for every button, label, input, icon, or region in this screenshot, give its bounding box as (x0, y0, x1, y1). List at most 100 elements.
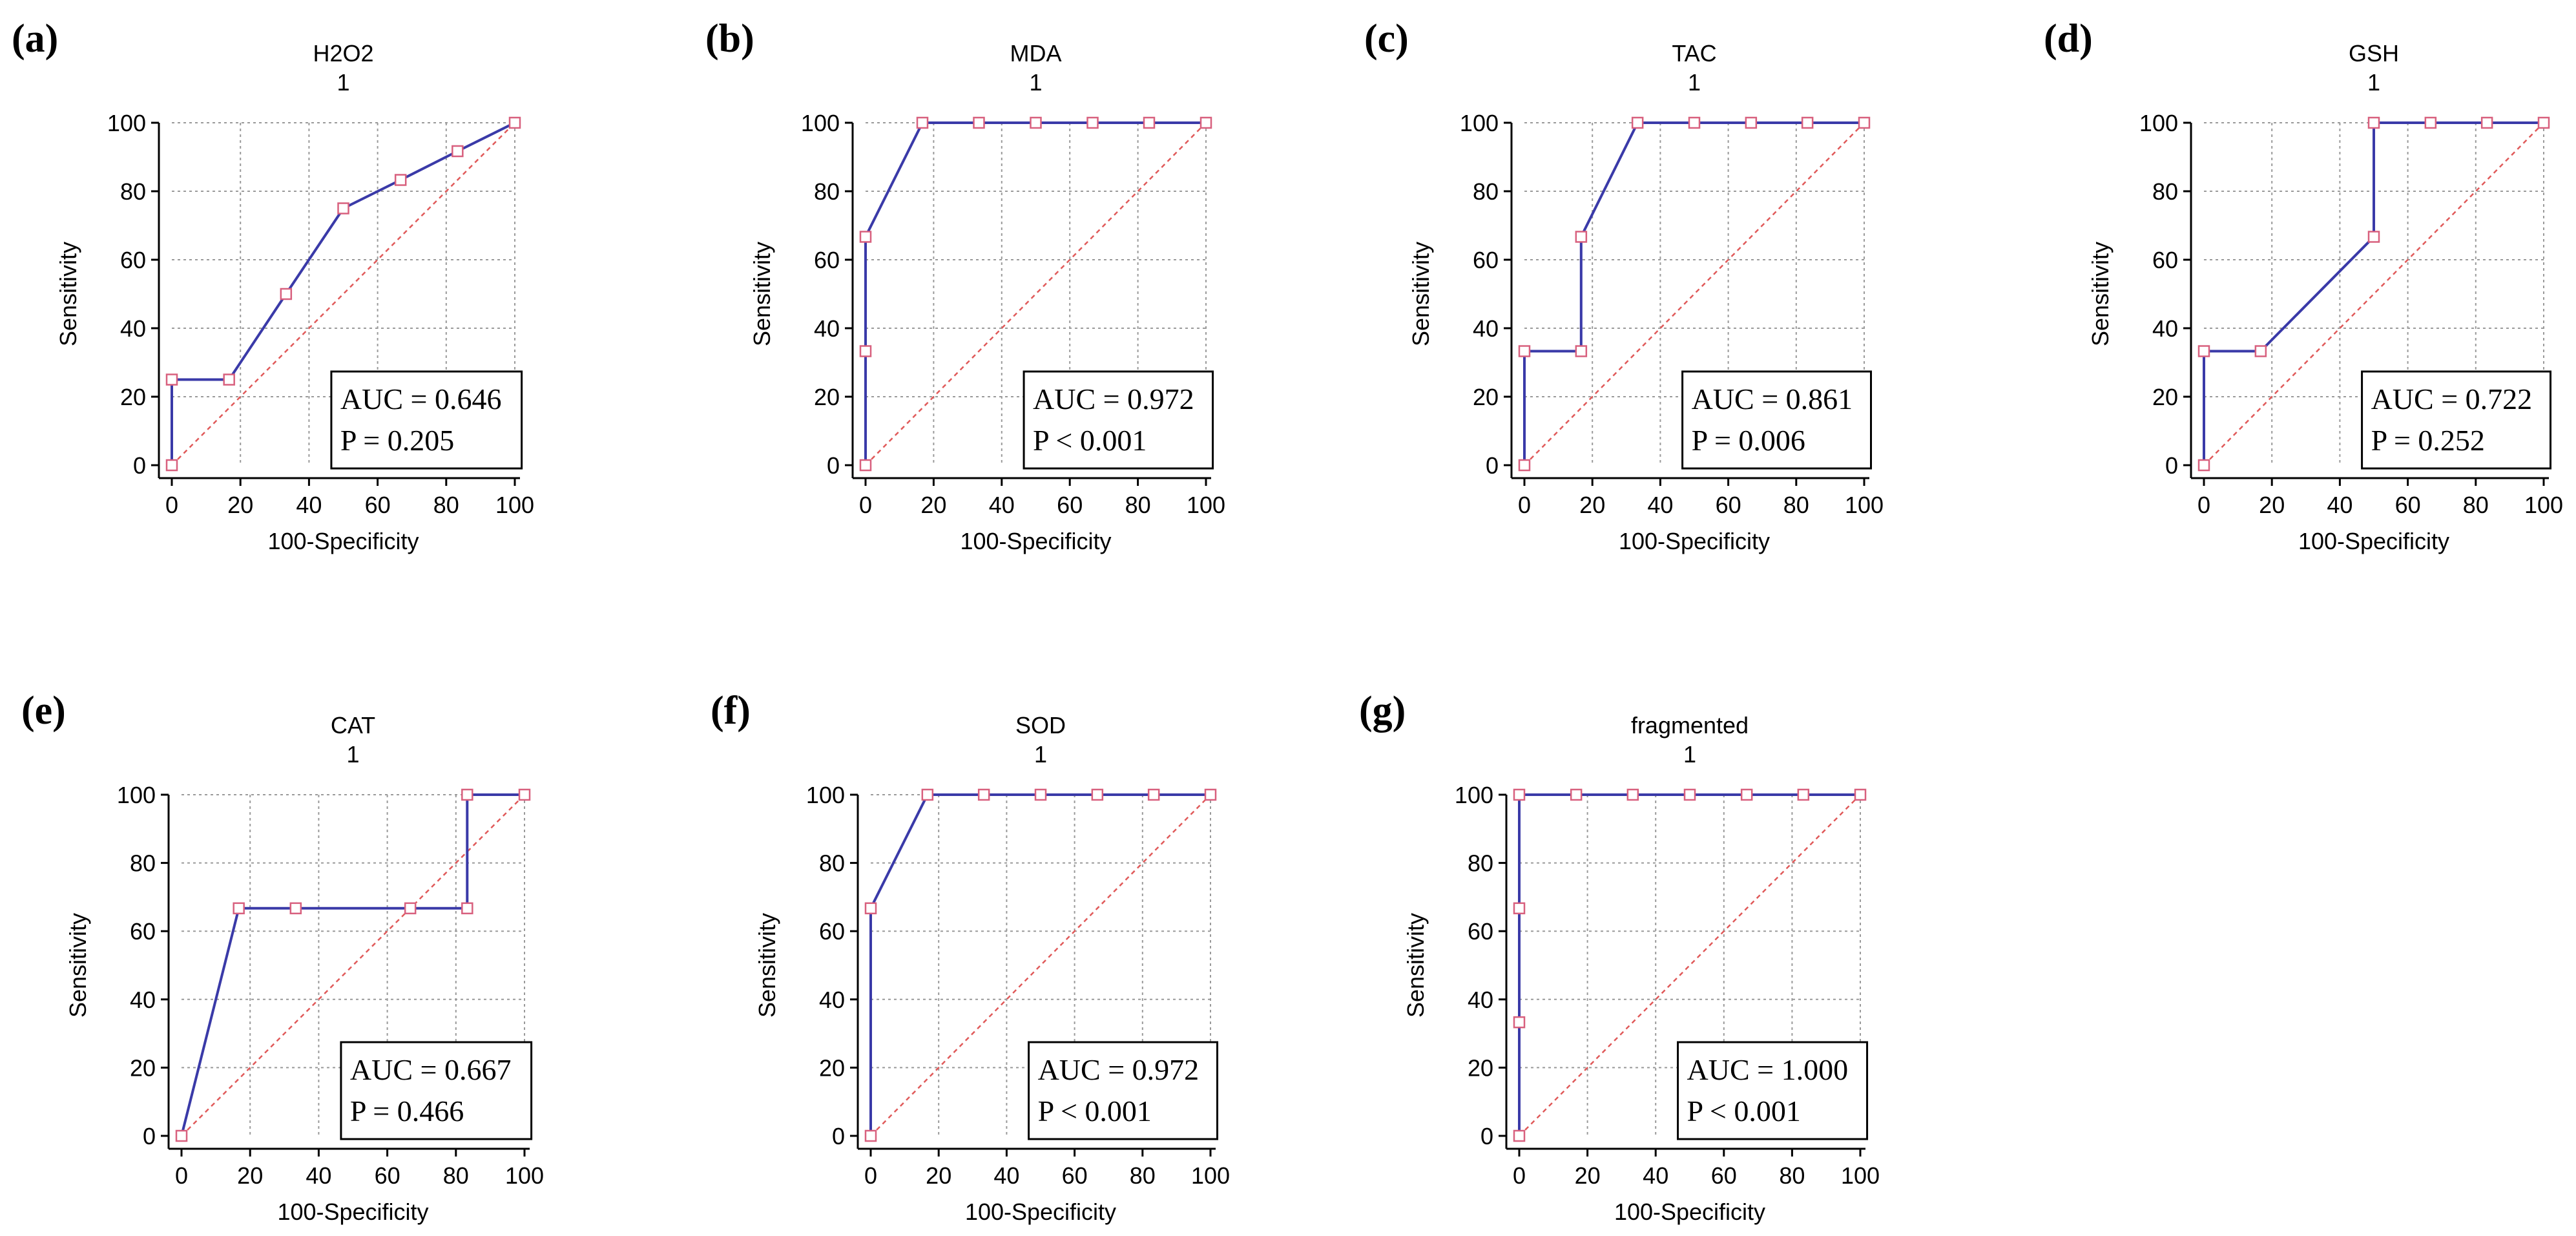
auc-box (1677, 1041, 1869, 1140)
x-tick-label: 0 (175, 1162, 188, 1189)
x-tick-label: 100 (1187, 492, 1225, 518)
roc-point (1626, 788, 1639, 801)
roc-point (1513, 1016, 1526, 1029)
x-tick-label: 0 (165, 492, 178, 518)
y-tick-label: 100 (1455, 782, 1493, 808)
roc-point (1575, 231, 1588, 243)
y-axis-title: Sensitivity (55, 242, 81, 346)
roc-point (2480, 116, 2493, 129)
roc-point (1086, 116, 1099, 129)
roc-point (1740, 788, 1753, 801)
auc-box (330, 370, 523, 470)
y-tick-label: 100 (2139, 110, 2178, 136)
chart-title: CAT (331, 712, 375, 738)
p-value-label: P = 0.006 (1692, 424, 1805, 457)
panel-label: (a) (12, 17, 58, 61)
y-axis-title: Sensitivity (1407, 242, 1434, 346)
roc-point (1513, 902, 1526, 915)
roc-point (175, 1129, 188, 1142)
panel-label: (b) (705, 17, 754, 61)
y-tick-label: 80 (120, 178, 146, 205)
roc-point (2197, 459, 2210, 472)
roc-point (2367, 116, 2380, 129)
y-tick-label: 60 (130, 918, 156, 945)
chart-title: fragmented (1631, 712, 1749, 738)
x-tick-label: 60 (375, 1162, 400, 1189)
y-tick-label: 60 (1473, 247, 1499, 273)
y-tick-label: 0 (2165, 452, 2178, 479)
x-tick-label: 100 (1841, 1162, 1880, 1189)
x-axis-title: 100-Specificity (965, 1199, 1116, 1225)
x-tick-label: 0 (859, 492, 872, 518)
roc-point (1858, 116, 1871, 129)
roc-point (1147, 788, 1160, 801)
roc-point (337, 202, 349, 215)
chart-subtitle: 1 (1688, 69, 1701, 96)
x-axis-title: 100-Specificity (1614, 1199, 1765, 1225)
p-value-label: P < 0.001 (1687, 1095, 1801, 1127)
auc-label: AUC = 0.972 (1033, 382, 1194, 415)
panel-label: (e) (21, 689, 66, 733)
auc-label: AUC = 0.646 (340, 382, 502, 415)
x-tick-label: 0 (2197, 492, 2210, 518)
auc-box (1023, 370, 1214, 470)
chart-title: TAC (1672, 40, 1716, 67)
y-axis-title: Sensitivity (65, 913, 91, 1018)
x-axis-title: 100-Specificity (960, 528, 1111, 554)
y-tick-label: 20 (1473, 384, 1499, 410)
chart-subtitle: 1 (2367, 69, 2380, 96)
x-tick-label: 20 (2259, 492, 2285, 518)
x-tick-label: 100 (1191, 1162, 1230, 1189)
roc-point (1518, 459, 1531, 472)
y-tick-label: 20 (819, 1054, 845, 1081)
y-tick-label: 60 (2152, 247, 2178, 273)
p-value-label: P = 0.466 (350, 1095, 464, 1127)
y-axis-title: Sensitivity (2087, 242, 2114, 346)
roc-point (1575, 345, 1588, 357)
y-tick-label: 100 (117, 782, 156, 808)
x-tick-label: 60 (1062, 1162, 1088, 1189)
roc-point (223, 373, 235, 386)
roc-point (1631, 116, 1644, 129)
x-tick-label: 100 (1845, 492, 1884, 518)
roc-point (859, 459, 872, 472)
x-tick-label: 0 (1513, 1162, 1526, 1189)
chart-subtitle: 1 (1683, 741, 1696, 768)
y-tick-label: 80 (130, 850, 156, 877)
roc-point (1513, 788, 1526, 801)
auc-box (2361, 370, 2552, 470)
x-tick-label: 60 (2395, 492, 2421, 518)
x-tick-label: 100 (505, 1162, 544, 1189)
x-tick-label: 20 (1575, 1162, 1601, 1189)
auc-box (1681, 370, 1873, 470)
y-tick-label: 20 (1468, 1054, 1493, 1081)
roc-point (1091, 788, 1104, 801)
roc-point (1683, 788, 1696, 801)
x-tick-label: 80 (1779, 1162, 1805, 1189)
x-tick-label: 60 (1711, 1162, 1737, 1189)
y-tick-label: 80 (1473, 178, 1499, 205)
y-tick-label: 80 (2152, 178, 2178, 205)
roc-point (859, 345, 872, 357)
chart-title: MDA (1010, 40, 1062, 67)
x-tick-label: 80 (433, 492, 459, 518)
x-tick-label: 40 (989, 492, 1015, 518)
roc-point (1797, 788, 1810, 801)
auc-box (340, 1041, 533, 1140)
x-tick-label: 60 (1057, 492, 1083, 518)
roc-curve (869, 793, 1210, 1136)
x-tick-label: 20 (920, 492, 946, 518)
y-tick-label: 20 (130, 1054, 156, 1081)
y-tick-label: 0 (832, 1123, 845, 1149)
x-tick-label: 0 (864, 1162, 877, 1189)
x-tick-label: 40 (993, 1162, 1019, 1189)
y-tick-label: 40 (1468, 987, 1493, 1013)
x-tick-label: 20 (1579, 492, 1605, 518)
y-tick-label: 100 (801, 110, 840, 136)
chart-title: H2O2 (313, 40, 373, 67)
y-tick-label: 80 (814, 178, 840, 205)
roc-point (452, 145, 464, 158)
roc-curve (1518, 793, 1860, 1136)
